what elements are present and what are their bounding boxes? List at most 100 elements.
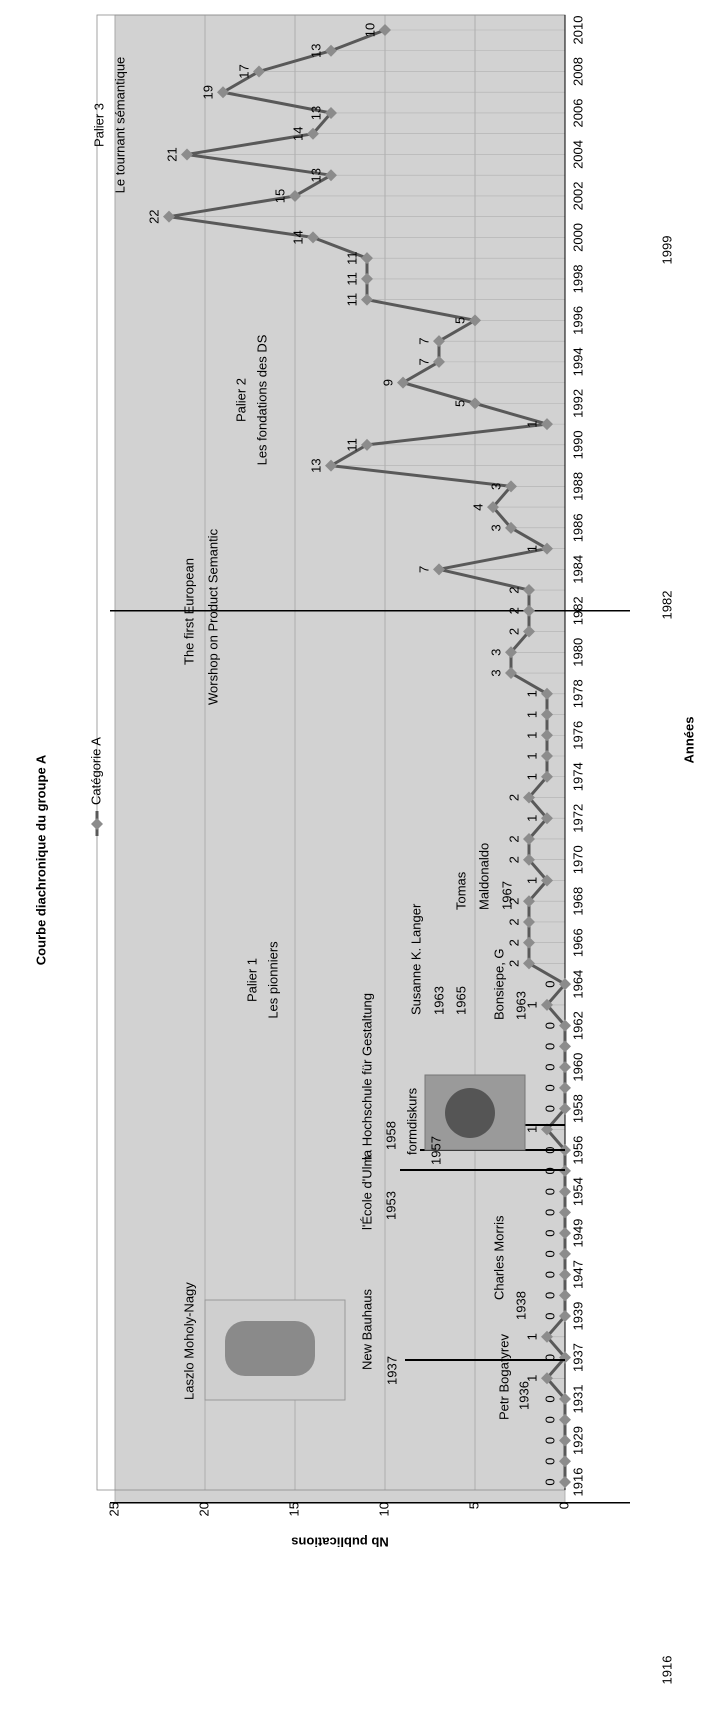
y-tick-label: 25 [106,1502,121,1516]
legend-label: Catégorie A [88,737,103,805]
x-tick-label: 1974 [570,762,585,791]
data-point [559,1061,571,1074]
data-point [559,1227,571,1240]
data-point [541,418,553,431]
annotation: 1958 [383,1121,398,1150]
data-label: 0 [542,1271,557,1278]
data-label: 0 [542,1416,557,1423]
x-tick-label: 1976 [570,721,585,750]
annotation: 1967 [499,881,514,910]
data-label: 0 [542,1022,557,1029]
y-tick-label: 0 [556,1502,571,1509]
data-label: 7 [416,358,431,365]
data-label: 2 [506,960,521,967]
data-label: 0 [542,1209,557,1216]
data-label: 1 [524,732,539,739]
data-label: 0 [542,1437,557,1444]
period-title: Palier 1 [244,958,259,1002]
y-tick-label: 15 [286,1502,301,1516]
x-tick-label: 1949 [570,1219,585,1248]
x-tick-label: 2006 [570,99,585,128]
data-point [361,252,373,265]
data-label: 0 [542,1105,557,1112]
x-tick-label: 1992 [570,389,585,418]
x-tick-label: 1954 [570,1177,585,1206]
data-label: 1 [524,752,539,759]
data-label: 2 [506,794,521,801]
data-point [559,1476,571,1488]
data-label: 13 [308,106,323,120]
data-label: 19 [200,85,215,99]
x-tick-label: 1916 [570,1468,585,1497]
data-label: 2 [506,835,521,842]
data-point [289,189,301,202]
data-label: 11 [344,251,359,265]
annotation: Petr Bogatyrev [496,1334,511,1420]
data-point [217,86,229,99]
annotation: Tomas [453,871,468,910]
period-subtitle: Le tournant sémantique [112,57,127,194]
annotation: The first European [181,558,196,665]
x-tick-label: 1988 [570,472,585,501]
data-point [361,293,373,306]
data-point [559,1247,571,1260]
x-tick-label: 2008 [570,57,585,86]
data-label: 0 [542,1043,557,1050]
annotation: 1957 [428,1136,443,1165]
data-label: 3 [488,669,503,676]
data-point [541,812,553,825]
data-label: 0 [542,1229,557,1236]
data-label: 4 [470,503,485,510]
chart-body: 0510152025191619291931193719391947194919… [33,14,696,1684]
x-tick-label: 1939 [570,1302,585,1331]
data-label: 0 [542,1354,557,1361]
x-tick-label: 1968 [570,887,585,916]
data-point [325,169,337,182]
data-label: 1 [524,690,539,697]
data-label: 3 [488,524,503,531]
data-point [559,1434,571,1447]
data-label: 5 [452,400,467,407]
y-axis-title: Nb publications [291,1535,389,1550]
data-point [559,1351,571,1364]
data-point [523,584,535,597]
data-point [559,978,571,991]
data-label: 3 [488,649,503,656]
legend-marker [91,818,103,830]
data-point [523,832,535,845]
data-point [541,542,553,555]
x-tick-label: 1984 [570,555,585,584]
data-point [541,1372,553,1385]
x-tick-label: 1960 [570,1053,585,1082]
data-label: 1 [524,1001,539,1008]
data-point [541,998,553,1011]
x-tick-label: 1947 [570,1260,585,1289]
data-label: 1 [524,1126,539,1133]
data-point [523,791,535,804]
data-label: 3 [488,483,503,490]
data-label: 0 [542,1188,557,1195]
data-label: 1 [524,711,539,718]
annotation: Susanne K. Langer [408,903,423,1015]
data-label: 13 [308,458,323,472]
data-point [541,770,553,783]
data-point [541,687,553,700]
x-tick-label: 2004 [570,140,585,169]
annotation: 1938 [513,1291,528,1320]
data-label: 10 [362,23,377,37]
data-point [181,148,193,161]
data-point [325,44,337,57]
data-label: 0 [542,1250,557,1257]
x-tick-label: 1962 [570,1011,585,1040]
data-label: 0 [542,1458,557,1465]
x-axis-title: Années [681,717,696,764]
data-label: 2 [506,607,521,614]
data-point [361,272,373,285]
data-point [505,646,517,659]
x-tick-label: 1990 [570,430,585,459]
annotation: Bonsiepe, G [491,948,506,1020]
data-label: 2 [506,586,521,593]
portrait-shape [225,1321,315,1376]
x-tick-label: 1929 [570,1426,585,1455]
data-point [541,750,553,762]
